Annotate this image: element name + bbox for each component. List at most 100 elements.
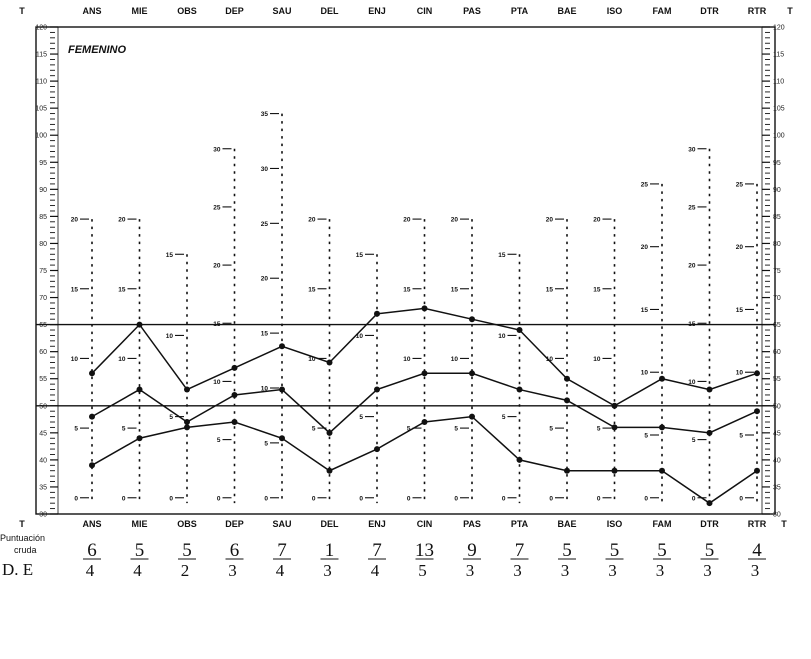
y-tick-label-right: 50: [773, 403, 781, 410]
y-tick-label-left: 115: [36, 52, 47, 59]
scale-label: 10: [546, 356, 554, 363]
series-lines: [89, 305, 760, 507]
y-tick-label-right: 85: [773, 214, 781, 221]
y-tick-label-left: 70: [39, 295, 47, 302]
data-point: [231, 364, 238, 371]
reference-lines: [36, 323, 775, 407]
scale-label: 25: [261, 221, 269, 228]
category-label-bottom: FAM: [653, 519, 672, 529]
data-point: [231, 391, 238, 398]
data-point: [89, 462, 95, 469]
scale-label: 30: [213, 146, 221, 153]
scale-label: 25: [736, 181, 744, 188]
scale-label: 10: [688, 379, 696, 386]
scale-label: 20: [71, 217, 79, 224]
scale-label: 0: [312, 495, 316, 502]
category-label-top: MIE: [131, 6, 147, 16]
scale-label: 5: [217, 437, 221, 444]
chart-title: FEMENINO: [68, 44, 127, 56]
category-label-bottom: MIE: [131, 519, 147, 529]
category-label-bottom: DEP: [225, 519, 244, 529]
scale-label: 5: [597, 426, 601, 433]
raw-score: 9: [467, 540, 477, 561]
scale-label: 20: [213, 263, 221, 270]
data-point: [136, 386, 143, 393]
y-tick-label-right: 30: [773, 512, 781, 519]
header-bottom: T T ANS MIE OBS DEP SAU DEL ENJ CIN PAS PTA BAE ISO FA…: [19, 519, 787, 529]
data-point: [706, 500, 713, 507]
data-point: [659, 375, 665, 382]
de-score: 3: [751, 561, 760, 580]
scale-label: 10: [641, 370, 649, 377]
scale-label: 10: [213, 379, 221, 386]
de-score: 3: [228, 561, 237, 580]
y-tick-label-left: 40: [39, 457, 47, 464]
y-tick-label-right: 60: [773, 349, 781, 356]
de-score: 3: [513, 561, 522, 580]
data-point: [516, 456, 523, 463]
data-point: [469, 413, 475, 420]
y-tick-label-left: 50: [39, 403, 47, 410]
de-score: 4: [371, 561, 380, 580]
category-label-top: ANS: [82, 6, 101, 16]
scale-label: 15: [403, 286, 411, 293]
category-label-bottom: RTR: [748, 519, 767, 529]
scale-label: 5: [312, 426, 316, 433]
raw-score: 6: [230, 540, 240, 561]
category-label-top: DEP: [225, 6, 244, 16]
data-point: [421, 370, 428, 377]
data-point: [516, 327, 523, 334]
category-label-top: FAM: [653, 6, 672, 16]
y-tick-label-left: 110: [36, 79, 47, 86]
scale-label: 15: [451, 286, 459, 293]
data-point: [754, 408, 760, 415]
scale-label: 0: [502, 495, 506, 502]
scale-label: 10: [403, 356, 411, 363]
scale-label: 5: [549, 426, 553, 433]
y-tick-label-right: 40: [773, 457, 781, 464]
y-tick-label-right: 100: [773, 133, 785, 140]
data-point: [89, 370, 95, 377]
data-point: [564, 375, 570, 382]
data-point: [469, 316, 475, 323]
y-tick-label-left: 120: [35, 25, 47, 32]
y-tick-label-left: 55: [39, 376, 47, 383]
scale-label: 0: [264, 495, 268, 502]
category-label-top: DEL: [321, 6, 340, 16]
y-axis-left: 30 35 40 45 50 55 60 65 70 75 80 85 90 95 100 105 110 115…: [35, 25, 59, 519]
scale-label: 15: [593, 286, 601, 293]
data-point: [136, 435, 143, 442]
category-label-bottom: ISO: [607, 519, 623, 529]
category-label-bottom: DTR: [700, 519, 719, 529]
de-score: 3: [466, 561, 475, 580]
de-score: 4: [276, 561, 285, 580]
data-point: [374, 446, 380, 453]
scale-label: 20: [261, 276, 269, 283]
scale-label: 0: [644, 495, 648, 502]
y-tick-label-right: 95: [773, 160, 781, 167]
data-point: [231, 419, 238, 426]
data-point: [659, 424, 665, 431]
data-point: [374, 386, 380, 393]
axis-label-top-left: T: [19, 6, 25, 16]
y-tick-label-left: 100: [35, 133, 47, 140]
y-tick-label-left: 90: [39, 187, 47, 194]
axis-label-bottom-left: T: [19, 519, 25, 529]
scale-label: 5: [739, 432, 743, 439]
scale-label: 0: [169, 495, 173, 502]
scale-label: 5: [264, 440, 268, 447]
data-point: [421, 305, 428, 312]
category-label-top: DTR: [700, 6, 719, 16]
data-point: [184, 386, 190, 393]
scale-label: 15: [261, 331, 269, 338]
scale-label: 20: [403, 217, 411, 224]
plot-frame: [35, 26, 776, 515]
header-top: T T ANS MIE OBS DEP SAU DEL ENJ CIN PAS PTA BAE ISO FA…: [19, 6, 793, 16]
axis-label-bottom-right: T: [781, 519, 787, 529]
scale-label: 5: [502, 414, 506, 421]
y-tick-label-left: 35: [39, 484, 47, 491]
y-tick-label-left: 65: [39, 322, 47, 329]
data-point: [421, 419, 428, 426]
raw-score: 6: [87, 540, 97, 561]
scale-label: 15: [498, 252, 506, 259]
